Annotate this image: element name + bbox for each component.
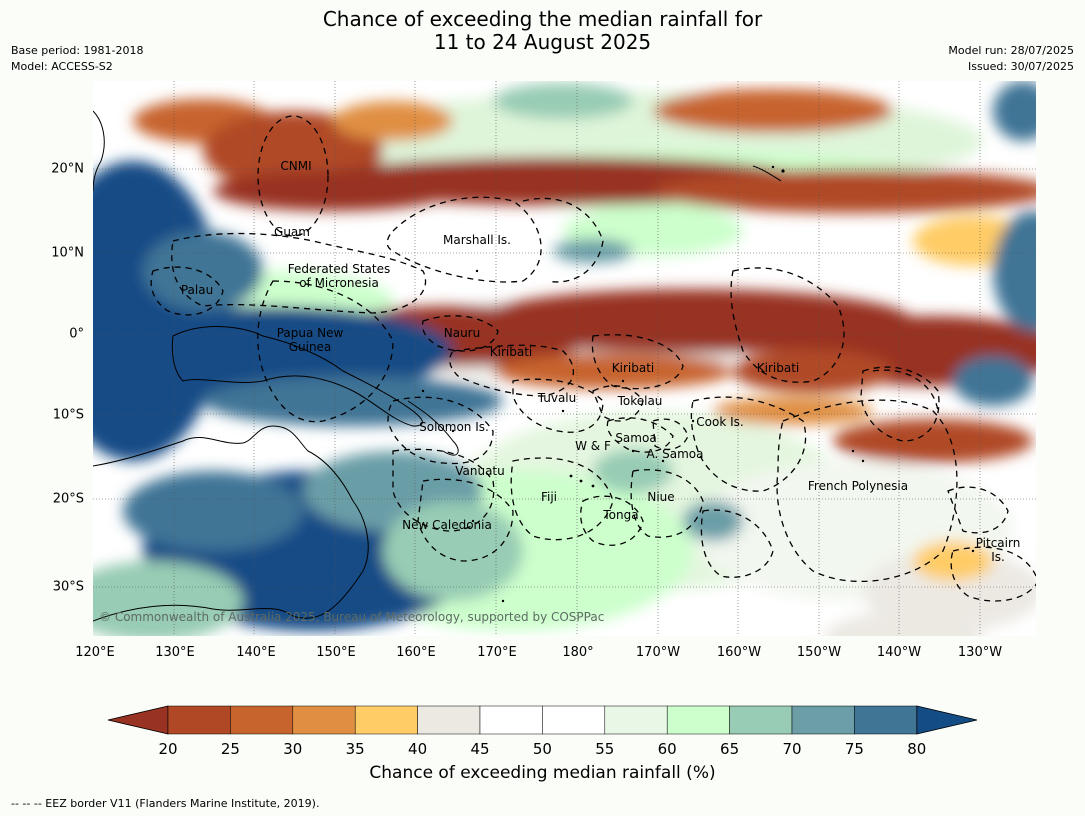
colorbar-tick-label: 75	[844, 740, 864, 758]
x-tick-label: 160°W	[716, 645, 762, 660]
colorbar-extend-low	[107, 705, 169, 735]
colorbar-tick-label: 80	[907, 740, 927, 758]
label-tuvalu: Tuvalu	[537, 391, 577, 405]
islands	[421, 165, 975, 603]
colorbar-tick-label: 50	[532, 740, 552, 758]
label-niue: Niue	[647, 490, 674, 504]
x-tick-label: 180°	[562, 645, 594, 660]
label-png-1: Papua New	[277, 326, 344, 340]
x-tick-label: 140°E	[236, 645, 276, 660]
y-tick-label: 0°	[69, 326, 84, 342]
meta-right: Model run: 28/07/2025 Issued: 30/07/2025	[948, 43, 1074, 75]
rainfall-map: CNMI Guam Marshall Is. Federated States …	[93, 81, 1036, 636]
colorbar-segment	[167, 705, 231, 735]
colorbar-segment	[292, 705, 356, 735]
label-kiribati-3: Kiribati	[757, 361, 799, 375]
label-guam: Guam	[274, 225, 310, 239]
base-period: Base period: 1981-2018	[11, 44, 144, 57]
label-vanuatu: Vanuatu	[455, 464, 505, 478]
chart-title: Chance of exceeding the median rainfall …	[0, 8, 1085, 54]
colorbar-tick-label: 65	[720, 740, 740, 758]
label-fiji: Fiji	[541, 490, 557, 504]
eez-legend-note: -- -- -- EEZ border V11 (Flanders Marine…	[11, 797, 320, 810]
colorbar-title: Chance of exceeding median rainfall (%)	[369, 763, 716, 783]
colorbar-tick-label: 25	[220, 740, 240, 758]
label-cnmi: CNMI	[280, 159, 311, 173]
label-fsm-1: Federated States	[288, 262, 390, 276]
y-tick-label: 20°N	[51, 161, 84, 177]
x-tick-label: 130°W	[957, 645, 1003, 660]
label-marshall: Marshall Is.	[443, 233, 511, 247]
x-tick-label: 150°E	[316, 645, 356, 660]
label-tonga: Tonga	[602, 508, 638, 522]
coastlines	[93, 110, 782, 622]
x-tick-label: 150°W	[796, 645, 842, 660]
graticule	[93, 81, 1036, 636]
eez-borders	[150, 115, 1036, 602]
label-solomon: Solomon Is.	[419, 420, 489, 434]
label-tokelau: Tokelau	[617, 394, 663, 408]
label-fsm-2: of Micronesia	[299, 276, 379, 290]
label-png-2: Guinea	[289, 340, 332, 354]
x-tick-label: 170°E	[477, 645, 517, 660]
colorbar-tick-label: 30	[283, 740, 303, 758]
label-cook: Cook Is.	[696, 415, 743, 429]
colorbar-tick-label: 20	[158, 740, 178, 758]
colorbar-extend-high	[916, 705, 978, 735]
issued-date: Issued: 30/07/2025	[967, 60, 1074, 73]
y-tick-label: 20°S	[52, 491, 84, 507]
model-name: Model: ACCESS-S2	[11, 60, 113, 73]
label-fpoly: French Polynesia	[808, 479, 908, 493]
colorbar-segment	[417, 705, 481, 735]
model-run: Model run: 28/07/2025	[948, 44, 1074, 57]
colorbar-tick-label: 55	[595, 740, 615, 758]
label-pitcairn-1: Pitcairn	[976, 536, 1021, 550]
colorbar-tick-label: 35	[345, 740, 365, 758]
x-tick-label: 170°W	[635, 645, 681, 660]
y-tick-label: 10°S	[52, 407, 84, 423]
x-tick-label: 160°E	[396, 645, 436, 660]
x-tick-label: 120°E	[75, 645, 115, 660]
title-line-2: 11 to 24 August 2025	[433, 30, 652, 54]
y-tick-label: 30°S	[52, 579, 84, 595]
meta-left: Base period: 1981-2018 Model: ACCESS-S2	[11, 43, 143, 75]
colorbar-tick-label: 45	[470, 740, 490, 758]
colorbar-segment	[479, 705, 543, 735]
colorbar-tick-label: 60	[657, 740, 677, 758]
title-line-1: Chance of exceeding the median rainfall …	[322, 7, 763, 31]
colorbar-tick-label: 70	[782, 740, 802, 758]
colorbar-segment	[230, 705, 294, 735]
label-wf: W & F	[575, 439, 611, 453]
x-tick-label: 130°E	[155, 645, 195, 660]
label-kiribati-1: Kiribati	[490, 345, 532, 359]
label-nauru: Nauru	[444, 326, 480, 340]
label-asamoa: A. Samoa	[647, 447, 704, 461]
colorbar-segment	[791, 705, 855, 735]
colorbar-segment	[604, 705, 668, 735]
x-tick-label: 140°W	[876, 645, 922, 660]
copyright-notice: © Commonwealth of Australia 2025, Bureau…	[99, 610, 604, 624]
label-newcal: New Caledonia	[402, 518, 492, 532]
colorbar-segment	[854, 705, 918, 735]
y-tick-label: 10°N	[51, 245, 84, 261]
country-labels: CNMI Guam Marshall Is. Federated States …	[181, 159, 1020, 564]
colorbar	[107, 705, 978, 735]
colorbar-tick-label: 40	[408, 740, 428, 758]
label-samoa: Samoa	[615, 431, 656, 445]
rainfall-field	[93, 81, 1036, 636]
colorbar-segment	[542, 705, 606, 735]
colorbar-segment	[354, 705, 418, 735]
colorbar-segment	[729, 705, 793, 735]
colorbar-segment	[666, 705, 730, 735]
label-kiribati-2: Kiribati	[612, 361, 654, 375]
label-pitcairn-2: Is.	[991, 550, 1005, 564]
label-palau: Palau	[181, 283, 213, 297]
